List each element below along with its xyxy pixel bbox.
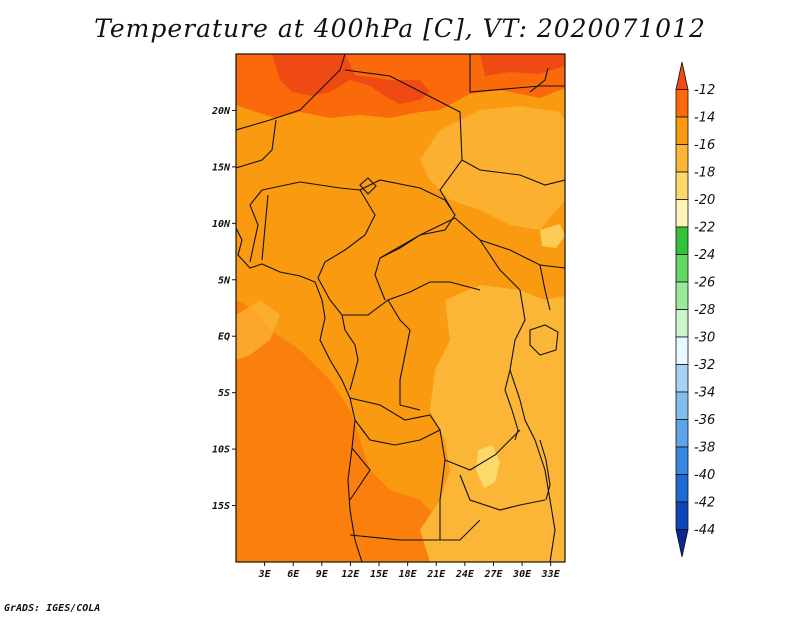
colorbar-bottom-triangle xyxy=(675,529,689,558)
border-sahara-1 xyxy=(236,54,346,131)
border-nigeria xyxy=(261,181,376,279)
cool-zone-west xyxy=(236,300,280,360)
colorbar-swatch xyxy=(675,226,689,255)
border-westafrica xyxy=(236,119,277,263)
lon-tick-label: 15E xyxy=(370,569,389,580)
colorbar: -12 -14 -16 -18 -20 -22 -24 -26 -28 -30 -32 -34 -36 -… xyxy=(675,61,715,558)
lat-tick-label: 10N xyxy=(212,219,231,230)
colorbar-swatch xyxy=(675,199,689,228)
colorbar-swatch xyxy=(675,281,689,310)
colorbar-swatch xyxy=(675,144,689,173)
colorbar-level-label: -28 xyxy=(694,303,715,318)
colorbar-top-triangle xyxy=(675,61,689,90)
border-sahara-3 xyxy=(469,54,565,93)
colorbar-level-label: -18 xyxy=(694,166,715,181)
colorbar-level-label: -40 xyxy=(694,468,715,483)
colorbar-swatch xyxy=(675,391,689,420)
colorbar-level-label: -16 xyxy=(694,138,715,153)
lake-malawi xyxy=(539,439,551,501)
border-chad xyxy=(359,179,456,301)
colorbar-level-label: -42 xyxy=(694,496,715,511)
lat-tick-label: 15S xyxy=(212,501,230,512)
chart-title: Temperature at 400hPa [C], VT: 202007101… xyxy=(94,14,706,43)
lat-tick-label: EQ xyxy=(218,332,230,343)
colorbar-level-label: -24 xyxy=(694,248,715,263)
colorbar-swatch xyxy=(675,309,689,338)
lat-tick-label: 5S xyxy=(218,388,230,399)
colorbar-level-label: -36 xyxy=(694,413,715,428)
warm-core-northeast xyxy=(480,54,565,76)
border-car xyxy=(379,217,521,291)
border-zambia xyxy=(439,459,546,540)
country-borders xyxy=(236,54,565,562)
grads-credit: GrADS: IGES/COLA xyxy=(4,603,101,614)
colorbar-level-label: -34 xyxy=(694,386,715,401)
longitude-ticks: 3E 6E 9E 12E 15E 18E 21E 24E 27E 30E 33E xyxy=(258,562,561,580)
latitude-ticks: 20N 15N 10N 5N EQ 5S 10S 15S xyxy=(211,106,236,512)
border-sudan xyxy=(461,159,565,186)
lon-tick-label: 21E xyxy=(426,569,446,580)
border-drc xyxy=(349,397,521,471)
border-congo xyxy=(341,299,411,405)
colorbar-swatch xyxy=(675,171,689,200)
border-ssudan xyxy=(479,239,565,269)
colorbar-level-label: -44 xyxy=(694,523,715,538)
lake-tanganyika xyxy=(504,369,519,441)
colorbar-level-label: -14 xyxy=(694,111,715,126)
border-sahara-2 xyxy=(344,69,463,211)
lon-tick-label: 30E xyxy=(512,569,532,580)
lake-victoria xyxy=(529,324,559,356)
border-uganda xyxy=(539,264,551,311)
colorbar-level-label: -20 xyxy=(694,193,715,208)
cool-zone-east xyxy=(420,285,565,562)
lat-tick-label: 5N xyxy=(218,275,231,286)
colorbar-swatch xyxy=(675,336,689,365)
lon-tick-label: 12E xyxy=(341,569,360,580)
nile-mark xyxy=(529,67,549,93)
colorbar-swatch xyxy=(675,419,689,448)
lon-tick-label: 3E xyxy=(258,569,272,580)
colorbar-swatch xyxy=(675,89,689,118)
colorbar-level-label: -26 xyxy=(694,276,715,291)
border-east xyxy=(509,289,556,562)
colorbar-level-label: -30 xyxy=(694,331,715,346)
colorbar-level-label: -32 xyxy=(694,358,715,373)
colorbar-level-label: -38 xyxy=(694,441,715,456)
warm-core-north xyxy=(272,54,430,104)
lon-tick-label: 24E xyxy=(455,569,475,580)
lat-tick-label: 15N xyxy=(212,162,231,173)
coastline-west xyxy=(236,227,363,562)
warm-band-southwest xyxy=(236,300,480,562)
colorbar-swatch xyxy=(675,116,689,145)
colorbar-swatch xyxy=(675,474,689,503)
cool-pocket-2 xyxy=(540,224,565,248)
lat-tick-label: 20N xyxy=(211,106,231,117)
colorbar-level-label: -12 xyxy=(694,83,715,98)
colorbar-swatch xyxy=(675,254,689,283)
lon-tick-label: 18E xyxy=(399,569,418,580)
colorbar-swatch xyxy=(675,446,689,475)
lake-chad xyxy=(359,177,377,195)
colorbar-level-label: -22 xyxy=(694,221,715,236)
lon-tick-label: 9E xyxy=(316,569,329,580)
map-frame xyxy=(235,53,566,563)
colorbar-swatch xyxy=(675,501,689,530)
lon-tick-label: 27E xyxy=(483,569,503,580)
temperature-field xyxy=(236,54,565,562)
lat-tick-label: 10S xyxy=(212,445,230,456)
lon-tick-label: 33E xyxy=(541,569,561,580)
cool-zone-northeast xyxy=(420,106,565,230)
lon-tick-label: 6E xyxy=(287,569,300,580)
colorbar-swatch xyxy=(675,364,689,393)
